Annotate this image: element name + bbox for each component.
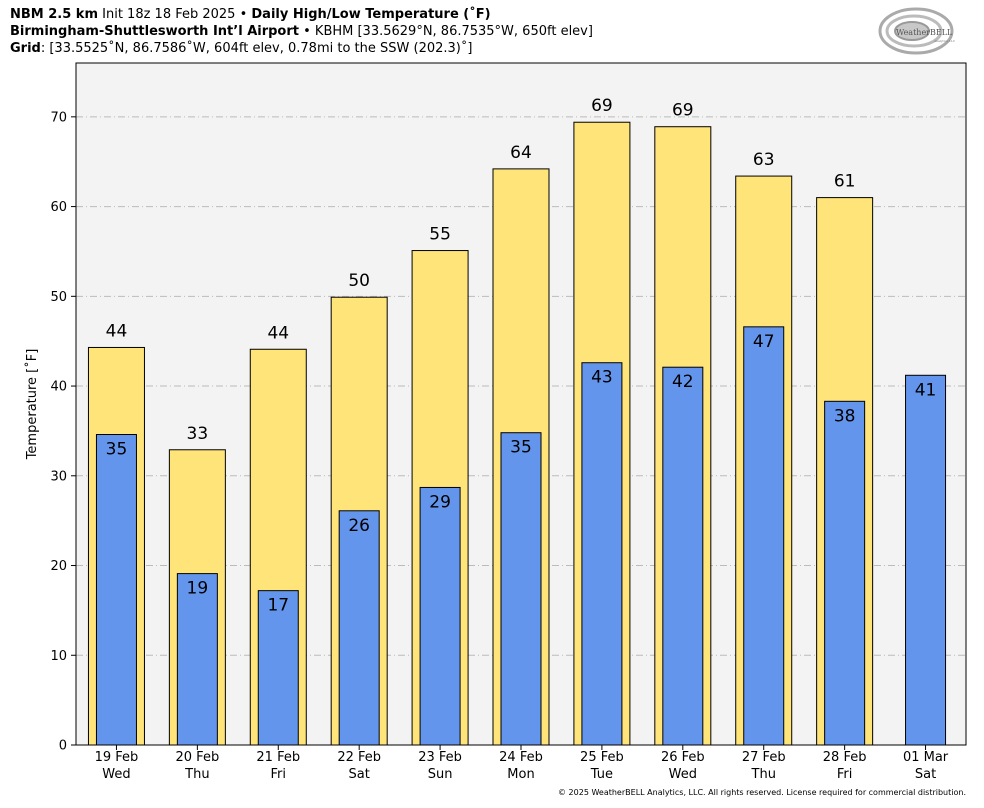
- x-tick-day: Mon: [507, 767, 534, 782]
- low-temp-label: 42: [672, 372, 694, 392]
- x-tick-day: Fri: [837, 767, 853, 782]
- low-temp-label: 29: [429, 492, 451, 512]
- high-temp-label: 33: [187, 424, 209, 444]
- x-tick-day: Sat: [915, 767, 936, 782]
- high-temp-label: 44: [106, 321, 128, 341]
- low-temp-bar: [257, 590, 299, 746]
- x-axis: 19 Feb Wed 20 Feb Thu 21 Feb Fri 22 Feb Sat 23 F…: [95, 745, 949, 782]
- high-temp-label: 61: [834, 172, 856, 192]
- station-name: Birmingham-Shuttlesworth Int’l Airport: [10, 24, 299, 39]
- grid-line: Grid: [33.5525˚N, 86.7586˚W, 604ft elev,…: [10, 40, 472, 57]
- x-tick-date: 24 Feb: [499, 750, 543, 765]
- low-temp-label: 17: [267, 596, 289, 616]
- weatherbell-logo-icon: WeatherBELL Analytics LLC: [878, 7, 956, 55]
- x-tick-date: 01 Mar: [903, 750, 949, 765]
- x-tick-date: 25 Feb: [580, 750, 624, 765]
- x-tick-day: Wed: [102, 767, 130, 782]
- low-temp-label: 35: [510, 438, 532, 458]
- station-line: Birmingham-Shuttlesworth Int’l Airport •…: [10, 23, 593, 40]
- x-tick-date: 23 Feb: [418, 750, 462, 765]
- x-tick-date: 28 Feb: [823, 750, 867, 765]
- low-temp-bar: [95, 434, 137, 746]
- y-axis: 0 10 20 30 40 50 60 70: [50, 110, 76, 754]
- low-temp-bar: [905, 374, 947, 746]
- low-temp-bar: [338, 510, 380, 746]
- low-temp-label: 38: [834, 406, 856, 426]
- low-temp-bar: [500, 432, 542, 746]
- high-temp-label: 64: [510, 143, 532, 163]
- low-temp-label: 19: [187, 579, 209, 599]
- high-temp-label: 55: [429, 225, 451, 245]
- y-tick-label: 20: [50, 559, 67, 574]
- x-tick-day: Thu: [751, 767, 776, 782]
- chart-title-line: NBM 2.5 km Init 18z 18 Feb 2025 • Daily …: [10, 6, 491, 23]
- init-time: Init 18z 18 Feb 2025 •: [98, 7, 252, 22]
- high-temp-label: 69: [672, 101, 694, 121]
- model-name: NBM 2.5 km: [10, 7, 98, 22]
- copyright-footer: © 2025 WeatherBELL Analytics, LLC. All r…: [558, 788, 966, 797]
- y-tick-label: 40: [50, 380, 67, 395]
- low-temp-label: 26: [348, 516, 370, 536]
- high-temp-label: 63: [753, 150, 775, 170]
- y-tick-label: 0: [59, 739, 67, 754]
- low-temp-bar: [824, 400, 866, 746]
- y-tick-label: 70: [50, 110, 67, 125]
- logo-text: WeatherBELL: [896, 28, 953, 37]
- high-temp-label: 50: [348, 271, 370, 291]
- x-tick-day: Sat: [349, 767, 370, 782]
- x-tick-date: 26 Feb: [661, 750, 705, 765]
- low-temp-bar: [743, 326, 785, 746]
- y-tick-label: 30: [50, 469, 67, 484]
- x-tick-date: 19 Feb: [95, 750, 139, 765]
- product-name: Daily High/Low Temperature (˚F): [251, 7, 491, 22]
- x-tick-day: Sun: [428, 767, 453, 782]
- x-tick-date: 22 Feb: [337, 750, 381, 765]
- grid-label: Grid: [10, 41, 41, 56]
- x-tick-day: Wed: [669, 767, 697, 782]
- x-tick-date: 21 Feb: [256, 750, 300, 765]
- station-info: • KBHM [33.5629°N, 86.7535°W, 650ft elev…: [298, 24, 593, 39]
- low-temp-label: 41: [915, 380, 937, 400]
- low-temp-label: 35: [106, 440, 128, 460]
- x-tick-date: 20 Feb: [176, 750, 220, 765]
- x-tick-date: 27 Feb: [742, 750, 786, 765]
- low-temp-bar: [176, 573, 218, 746]
- low-temp-bar: [662, 366, 704, 746]
- y-tick-label: 60: [50, 200, 67, 215]
- high-temp-label: 69: [591, 96, 613, 116]
- grid-info: : [33.5525˚N, 86.7586˚W, 604ft elev, 0.7…: [40, 41, 473, 56]
- low-temp-bar: [581, 362, 623, 746]
- x-tick-day: Tue: [590, 767, 613, 782]
- high-temp-label: 44: [267, 323, 289, 343]
- bars: 44 35 33 19 44 17 50 26 55 29 64 35 69 43 69 42 63 47 61 38…: [87, 96, 947, 746]
- low-temp-bar: [419, 486, 461, 746]
- x-tick-day: Thu: [184, 767, 209, 782]
- y-tick-label: 50: [50, 290, 67, 305]
- low-temp-label: 47: [753, 332, 775, 352]
- x-tick-day: Fri: [271, 767, 287, 782]
- low-temp-label: 43: [591, 368, 613, 388]
- logo-subtext: Analytics LLC: [933, 39, 956, 43]
- y-tick-label: 10: [50, 649, 67, 664]
- y-axis-label: Temperature [˚F]: [24, 349, 40, 461]
